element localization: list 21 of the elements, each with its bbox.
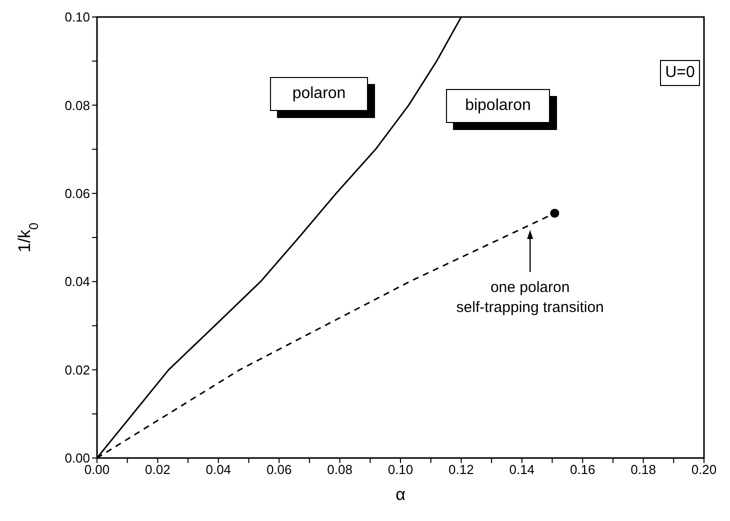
annotation: one polaron self-trapping transition [456,279,604,316]
annotation: polaron [292,85,346,103]
x-axis-title: α [396,485,406,504]
y-tick-label: 0.08 [64,98,90,113]
x-tick-label: 0.16 [570,462,596,478]
y-tick-label: 0.06 [64,186,90,202]
x-tick-label: 0.04 [206,462,232,478]
annotation: U=0 [665,64,695,82]
label-box: U=0 [660,60,700,86]
x-tick-label: 0.08 [327,462,352,478]
y-tick-label: 0.02 [64,362,90,378]
x-tick-label: 0.02 [145,462,170,478]
x-tick-label: 0.14 [509,462,535,478]
x-tick-label: 0.10 [388,462,414,478]
y-tick-label: 0.04 [64,274,90,290]
x-tick-label: 0.12 [448,462,474,478]
y-tick-label: 0.10 [64,10,90,25]
x-tick-label: 0.06 [266,462,292,478]
x-tick-label: 0.20 [691,462,717,478]
x-tick-label: 0.18 [630,462,656,478]
annotation: bipolaron [465,97,531,115]
